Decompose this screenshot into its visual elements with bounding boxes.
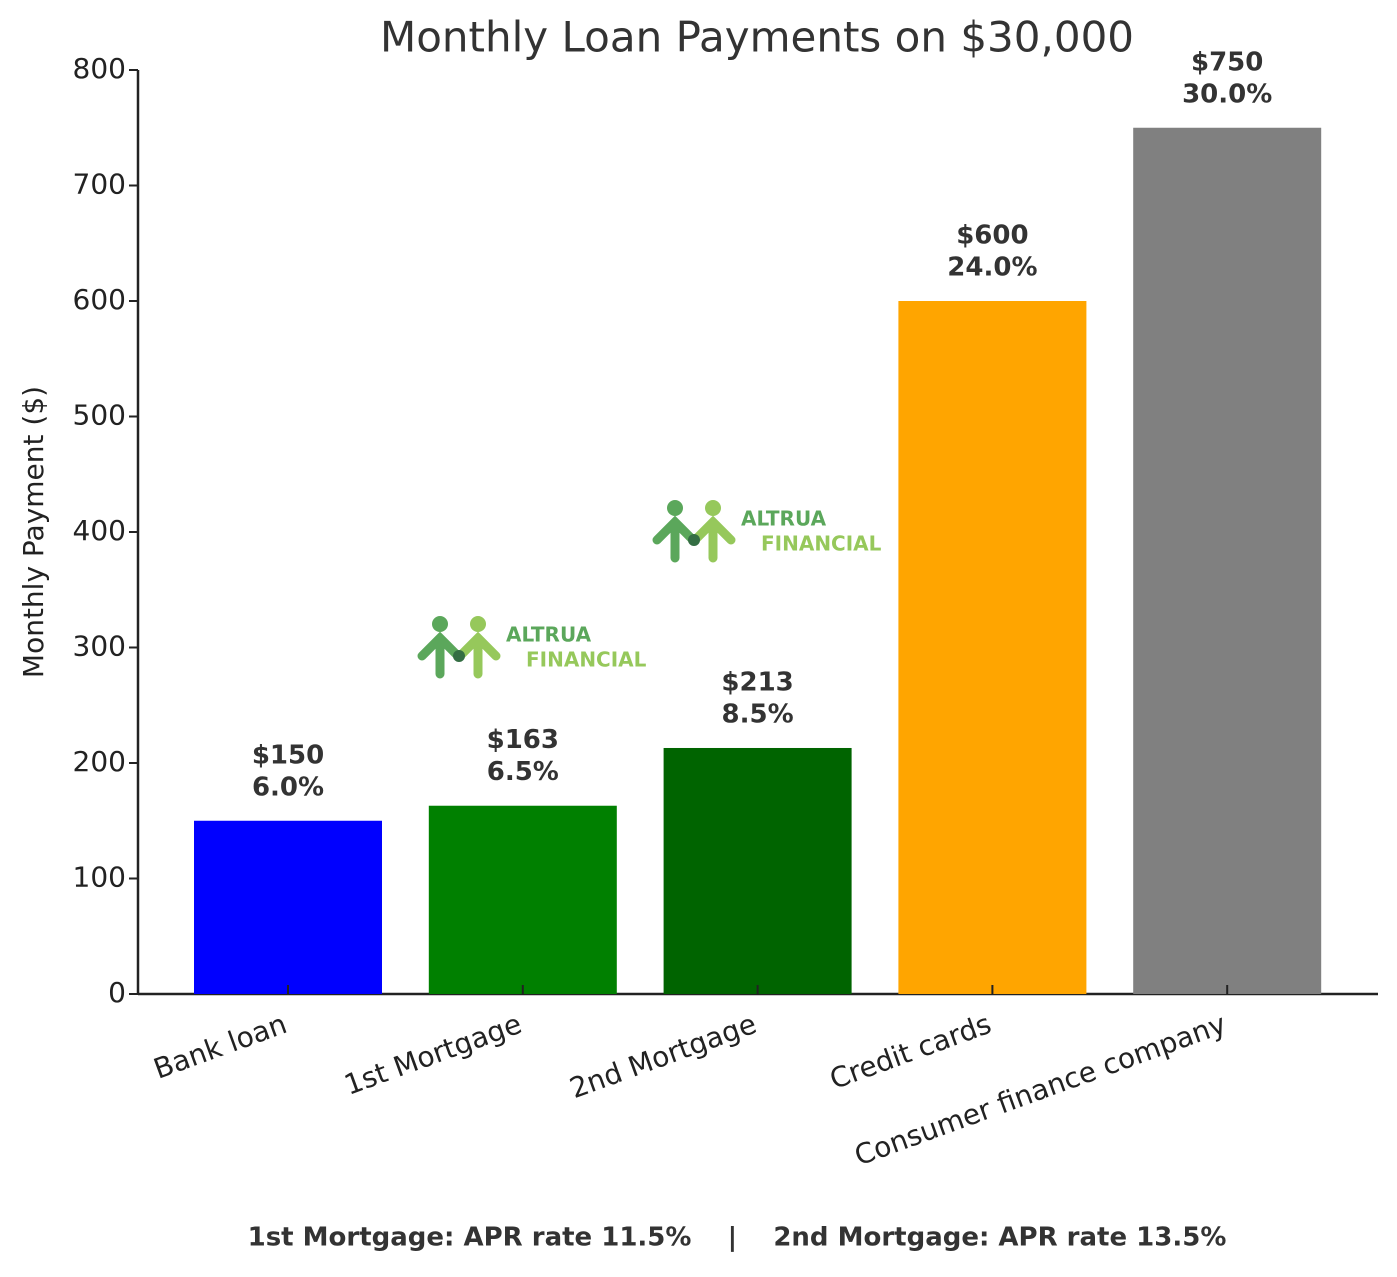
y-tick-label: 800 xyxy=(73,52,126,85)
y-tick-label: 100 xyxy=(73,861,126,894)
rate-label: 8.5% xyxy=(722,699,794,729)
logo-icon xyxy=(705,500,721,516)
chart-title: Monthly Loan Payments on $30,000 xyxy=(380,13,1134,62)
rate-label: 30.0% xyxy=(1182,79,1272,109)
logo-icon xyxy=(455,631,501,679)
logo-icon xyxy=(690,515,736,563)
bar xyxy=(663,747,852,994)
y-tick-label: 200 xyxy=(73,745,126,778)
logo-icon xyxy=(453,650,465,662)
logo-icon xyxy=(652,515,698,563)
y-axis-label: Monthly Payment ($) xyxy=(17,386,50,678)
rate-label: 6.5% xyxy=(487,757,559,787)
value-label: $750 xyxy=(1191,47,1263,77)
bar xyxy=(194,820,382,994)
y-tick-label: 700 xyxy=(73,168,126,201)
logo-icon xyxy=(688,534,700,546)
value-label: $600 xyxy=(956,221,1028,251)
rate-label: 24.0% xyxy=(947,253,1037,283)
logo-icon xyxy=(432,616,448,632)
value-label: $150 xyxy=(252,740,324,770)
value-label: $213 xyxy=(721,667,793,697)
rate-label: 6.0% xyxy=(252,772,324,802)
value-label: $163 xyxy=(487,725,559,755)
logo-text: ALTRUA xyxy=(741,507,827,531)
bar xyxy=(428,805,617,994)
footnote: 1st Mortgage: APR rate 11.5% | 2nd Mortg… xyxy=(248,1223,1227,1253)
logo-text: ALTRUA xyxy=(506,623,592,647)
logo-text: FINANCIAL xyxy=(761,532,882,556)
bar xyxy=(898,301,1087,994)
y-tick-label: 600 xyxy=(73,283,126,316)
y-tick-label: 500 xyxy=(73,399,126,432)
bar xyxy=(1133,127,1322,994)
y-tick-label: 400 xyxy=(73,514,126,547)
logo-icon xyxy=(667,500,683,516)
logo-icon xyxy=(417,631,463,679)
logo-text: FINANCIAL xyxy=(526,648,647,672)
y-tick-label: 0 xyxy=(108,976,126,1009)
logo-icon xyxy=(470,616,486,632)
y-tick-label: 300 xyxy=(73,630,126,663)
